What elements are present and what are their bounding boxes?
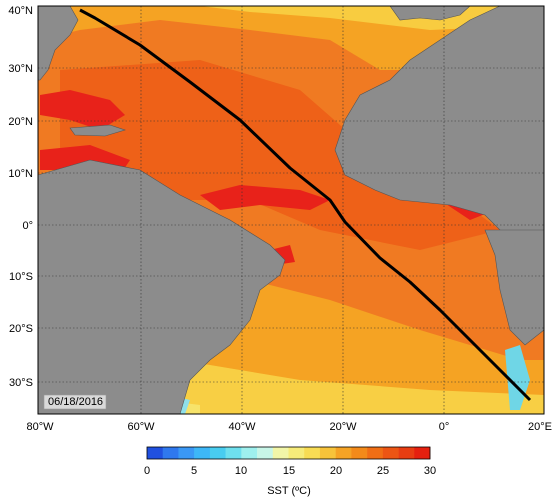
colorbar-segment [382,447,399,459]
lat-label-20n: 20°N [8,116,33,128]
lat-label-20s: 20°S [9,323,33,335]
map-frame [37,5,545,415]
land-caribbean-islands [69,124,126,137]
colorbar-segment [335,447,352,459]
graticule-lines [38,6,544,414]
colorbar-tick-20: 20 [330,465,342,477]
map-plot-area [38,6,544,414]
lat-label-10n: 10°N [8,168,33,180]
colorbar-segment [162,447,179,459]
sst-hot-equatorial [200,185,330,210]
colorbar-segment [398,447,415,459]
lat-label-40n: 40°N [8,5,33,17]
colorbar-ticks: 0 5 10 15 20 25 30 [144,465,436,477]
land-south-america [38,159,286,414]
ship-track-line [79,8,532,402]
colorbar-segment [367,447,384,459]
date-label-box: 06/18/2016 [43,394,107,410]
colorbar-tick-10: 10 [235,465,247,477]
colorbar-frame [146,446,431,460]
lat-label-30n: 30°N [8,63,33,75]
colorbar-segment [304,447,321,459]
colorbar-title: SST (ºC) [267,485,311,497]
colorbar-segment [288,447,305,459]
colorbar-tick-30: 30 [424,465,436,477]
colorbar-tick-0: 0 [144,465,150,477]
colorbar-segment [272,447,289,459]
longitude-labels: 80°W 60°W 40°W 20°W 0° 20°E [26,421,552,433]
colorbar-tick-15: 15 [283,465,295,477]
lon-label-20e: 20°E [528,421,552,433]
colorbar-tick-5: 5 [191,465,197,477]
lat-label-10s: 10°S [9,271,33,283]
lon-label-20w: 20°W [329,421,357,433]
lat-label-30s: 30°S [9,377,33,389]
lon-label-80w: 80°W [26,421,54,433]
lon-label-40w: 40°W [228,421,256,433]
colorbar-segment [147,447,164,459]
colorbar-segment [194,447,211,459]
latitude-labels: 40°N 30°N 20°N 10°N 0° 10°S 20°S 30°S [8,5,33,389]
sst-hot-caribbean-north [40,90,125,130]
colorbar-segment [241,447,258,459]
lon-label-60w: 60°W [127,421,155,433]
sst-region-warm-core [60,60,500,250]
colorbar-segment [414,447,431,459]
colorbar-segment [319,447,336,459]
colorbar-segment [225,447,242,459]
colorbar-segment [178,447,195,459]
land-north-america [38,6,79,81]
colorbar-segment [257,447,274,459]
colorbar-segment [209,447,226,459]
sst-colorbar [146,446,431,460]
land-north-edge [389,6,471,21]
lon-label-0: 0° [439,421,450,433]
lat-label-0: 0° [22,220,33,232]
colorbar-segment [351,447,368,459]
colorbar-tick-25: 25 [377,465,389,477]
land-southern-africa [484,229,544,346]
date-label: 06/18/2016 [48,396,103,408]
